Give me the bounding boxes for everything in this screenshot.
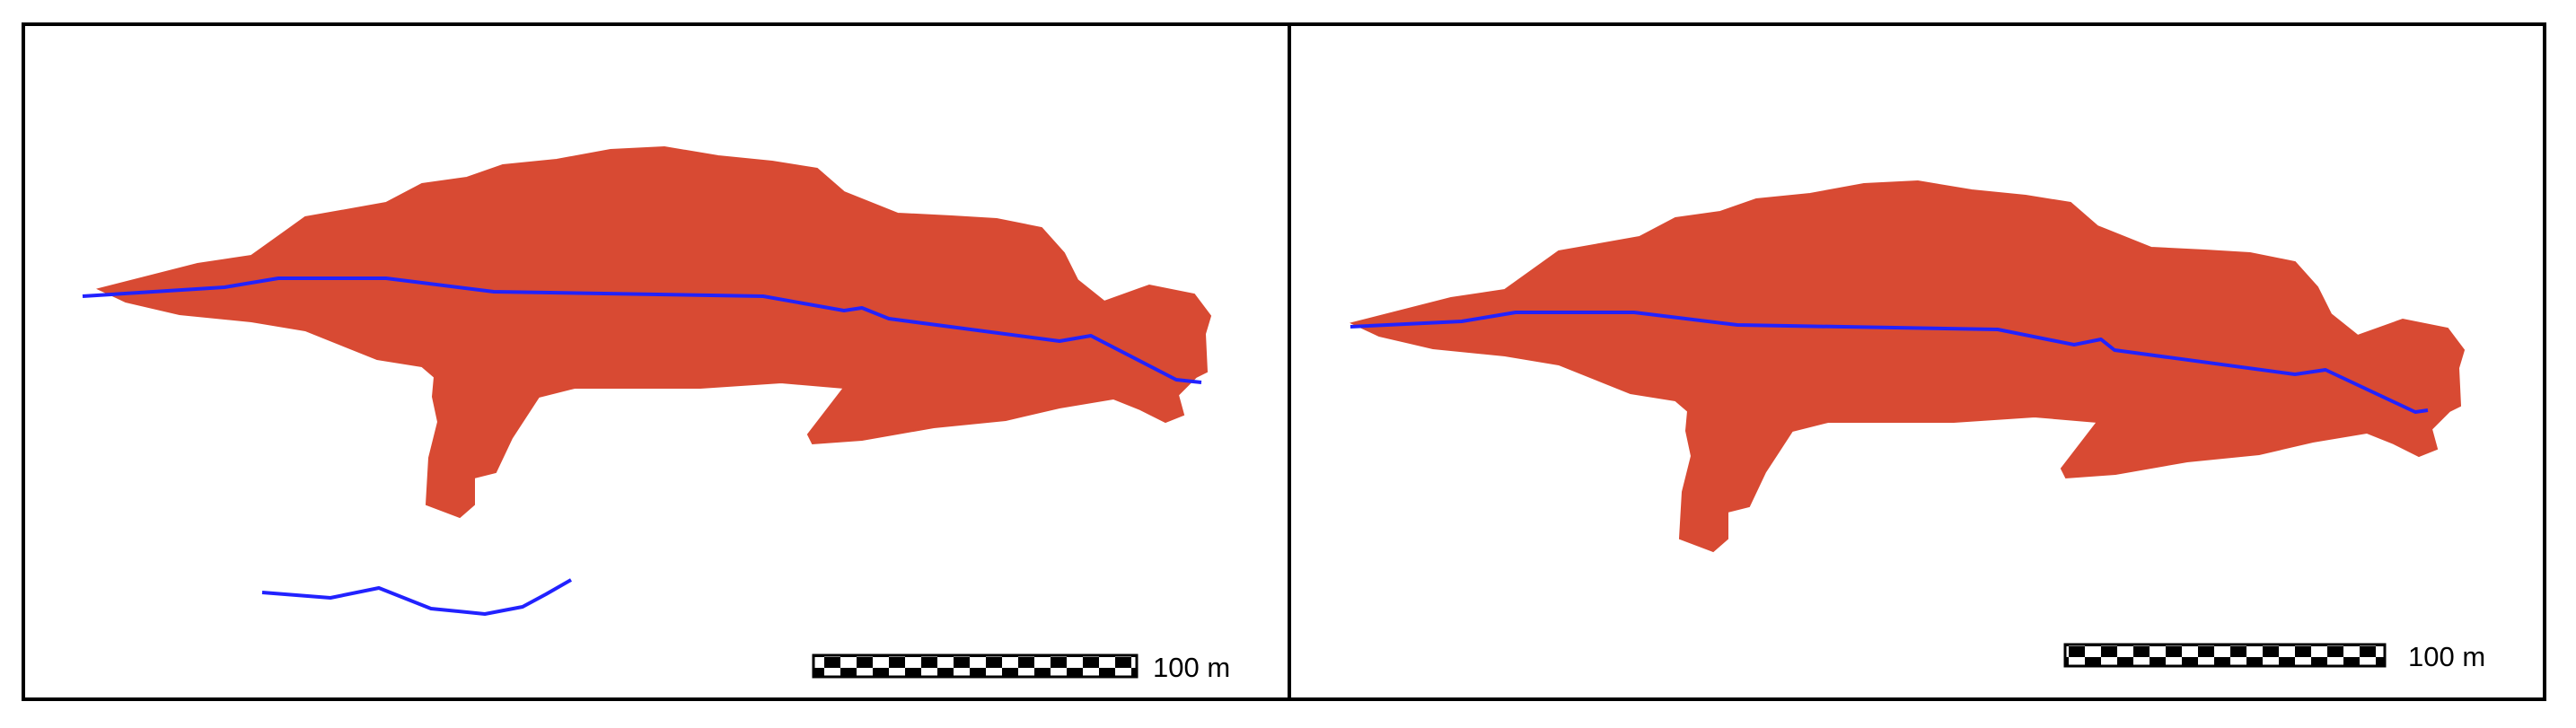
left-panel: 100 m bbox=[82, 146, 1230, 683]
blue-stream-line bbox=[1350, 311, 2429, 414]
scale-label: 100 m bbox=[1153, 652, 1230, 683]
blue-stream-fragment bbox=[261, 578, 572, 616]
blue-stream-line bbox=[82, 276, 1202, 384]
right-panel: 100 m bbox=[1350, 180, 2485, 672]
scale-label: 100 m bbox=[2408, 641, 2485, 672]
scale-bar: 100 m bbox=[812, 652, 1230, 683]
scale-bar: 100 m bbox=[2063, 641, 2485, 672]
